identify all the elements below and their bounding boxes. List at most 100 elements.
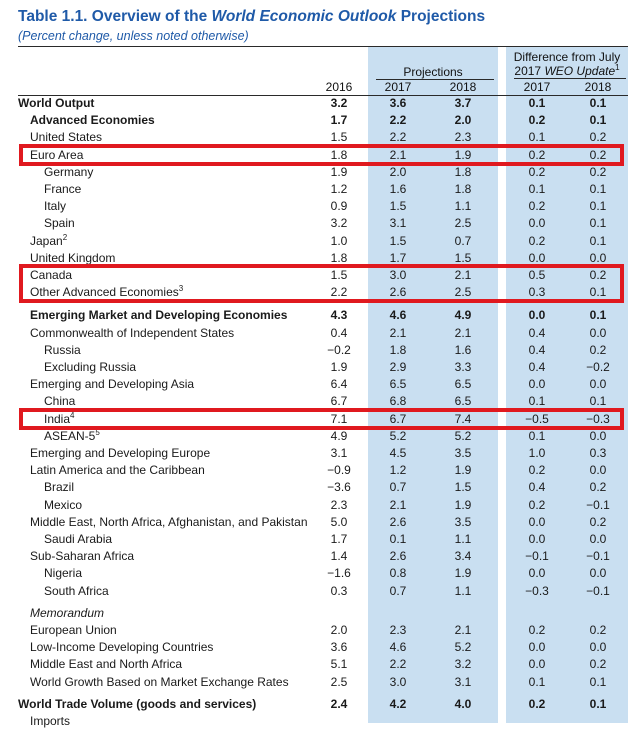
value-cell: 0.1 [589,696,607,711]
value-cell: 0.7 [389,480,407,495]
table-subtitle: (Percent change, unless noted otherwise) [18,29,249,43]
year-header-proj-2017: 2017 [384,80,412,94]
row-label: Italy [44,198,66,215]
footnote-marker: 3 [178,284,184,294]
table-row: United Kingdom 1.8 1.7 1.5 0.0 0.0 [0,250,633,267]
value-cell: 1.5 [454,480,472,495]
value-cell: 0.1 [528,674,546,689]
value-cell: 0.7 [454,233,472,248]
value-cell: 2.6 [389,514,407,529]
value-cell: −0.1 [525,549,549,564]
row-label-text: Emerging and Developing Asia [30,377,195,392]
value-cell: 6.4 [330,377,348,392]
row-label-text: Brazil [44,480,75,495]
value-cell: 2.3 [330,497,348,512]
value-cell: 2.9 [389,360,407,374]
table-row: Low-Income Developing Countries 3.6 4.6 5.2… [0,639,633,656]
table-row: South Africa 0.3 0.7 1.1 −0.3 −0.1 [0,583,633,600]
value-cell: 1.2 [389,463,407,478]
value-cell: 0.1 [528,394,546,409]
table-row: Emerging Market and Developing Economies… [0,307,633,324]
table-row: Italy 0.9 1.5 1.1 0.2 0.1 [0,198,633,215]
row-label-text: Canada [30,268,73,282]
table-row: World Output 3.2 3.6 3.7 0.1 0.1 [0,95,633,112]
table-row: Russia −0.2 1.8 1.6 0.4 0.2 [0,342,633,359]
value-cell: 1.8 [454,164,472,179]
table-row: Saudi Arabia 1.7 0.1 1.1 0.0 0.0 [0,531,633,548]
table-row: Advanced Economies 1.7 2.2 2.0 0.2 0.1 [0,112,633,129]
value-cell: −0.1 [586,549,610,564]
row-label-text: Spain [44,216,75,231]
highlight-box [19,407,624,430]
value-cell: 0.3 [330,583,348,598]
value-cell: 6.5 [454,377,472,392]
value-cell: 0.1 [528,182,546,196]
row-label-text: Advanced Economies [30,113,155,128]
row-label-text: Middle East and North Africa [30,657,183,672]
value-cell: −0.5 [525,411,549,426]
value-cell: 1.0 [528,446,546,460]
row-label-text: ASEAN-5 [44,428,96,443]
row-label-text: Memorandum [30,605,105,620]
highlight-box [19,143,624,166]
value-cell: 3.0 [389,674,407,689]
value-cell: 3.0 [389,268,407,282]
value-cell: 1.1 [454,583,472,598]
table-row: China 6.7 6.8 6.5 0.1 0.1 [0,393,633,410]
value-cell: 0.2 [528,696,546,711]
table-row: ASEAN-55 4.9 5.2 5.2 0.1 0.0 [0,428,633,445]
row-label: United Kingdom [30,250,115,267]
row-label-text: Nigeria [44,566,83,581]
value-cell: 0.1 [528,96,546,110]
value-cell: 0.1 [589,182,607,196]
value-cell: 0.0 [528,216,546,231]
value-cell: 0.0 [589,640,607,655]
row-label-text: Imports [30,714,71,728]
value-cell: 2.5 [330,674,348,689]
value-cell: 0.1 [589,394,607,409]
row-label-text: Emerging and Developing Europe [30,446,211,460]
value-cell: 1.2 [330,182,348,196]
table-row: Sub-Saharan Africa 1.4 2.6 3.4 −0.1 −0.1 [0,548,633,565]
value-cell: 0.2 [528,164,546,179]
value-cell: 4.2 [389,696,407,711]
value-cell: 3.6 [389,96,407,110]
value-cell: 4.5 [389,446,407,460]
value-cell: −0.2 [586,360,610,374]
value-cell: 3.2 [454,657,472,672]
value-cell: 2.1 [389,325,407,340]
value-cell: 0.1 [589,674,607,689]
table-row: Excluding Russia 1.9 2.9 3.3 0.4 −0.2 [0,359,633,376]
row-label: South Africa [44,583,109,600]
row-label-text: Italy [44,199,67,214]
row-label-text: Japan [30,233,63,248]
value-cell: 0.1 [528,130,546,145]
table-row: France 1.2 1.6 1.8 0.1 0.1 [0,181,633,198]
row-label-text: France [44,182,82,196]
value-cell: 0.2 [589,130,607,145]
row-label-text: Mexico [44,497,83,512]
value-cell: 1.8 [330,147,348,162]
value-cell: 3.7 [454,96,472,110]
value-cell: 0.2 [589,268,607,282]
value-cell: 1.7 [330,113,348,128]
value-cell: −0.2 [327,342,351,357]
value-cell: 0.2 [528,463,546,478]
row-label-text: Emerging Market and Developing Economies [30,308,288,323]
row-label-text: World Trade Volume (goods and services) [18,696,257,711]
difference-band [506,46,628,723]
footnote-marker: 2 [62,232,68,242]
value-cell: 0.1 [589,199,607,214]
value-cell: 0.4 [528,342,546,357]
projections-band [368,46,498,723]
value-cell: 0.0 [528,532,546,546]
table-row: Nigeria −1.6 0.8 1.9 0.0 0.0 [0,565,633,582]
row-label: Euro Area [30,147,83,164]
value-cell: 1.5 [454,250,472,265]
row-label: United States [30,129,102,146]
value-cell: 3.4 [454,549,472,564]
value-cell: 0.1 [389,532,407,546]
value-cell: 0.0 [528,640,546,655]
value-cell: 0.2 [528,233,546,248]
value-cell: 0.0 [528,657,546,672]
